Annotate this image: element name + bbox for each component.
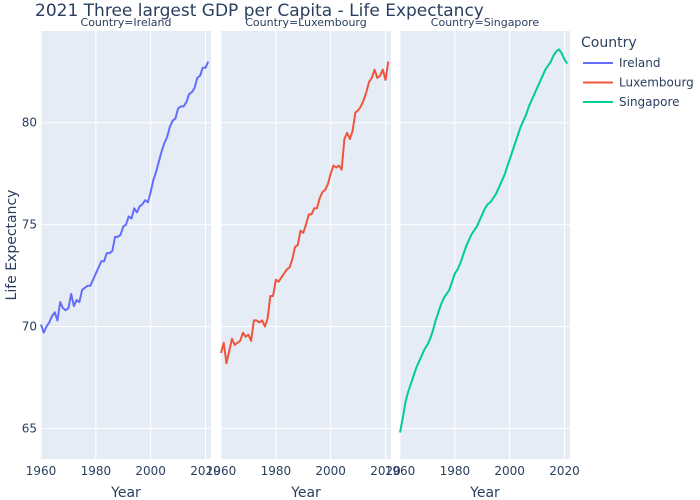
x-tick-label: 2000 (135, 464, 166, 478)
series-line-luxembourg (220, 61, 390, 365)
facet-panel-ireland: 65 70 75 80 1960 1980 2000 2020 Country=Ireland Y… (22, 16, 221, 500)
x-tick-label: 2020 (549, 464, 580, 478)
chart-title: 2021 Three largest GDP per Capita - Life… (35, 1, 484, 21)
y-tick-label: 65 (22, 421, 37, 435)
x-axis-title: Year (290, 485, 321, 500)
y-tick-label: 80 (22, 116, 37, 130)
x-tick-label: 2000 (315, 464, 346, 478)
x-tick-label: 1980 (261, 464, 292, 478)
y-axis-title: Life Expectancy (4, 190, 20, 301)
y-tick-label: 75 (22, 218, 37, 232)
x-axis-title: Year (469, 485, 500, 500)
series-line-singapore (399, 48, 569, 433)
y-tick-label: 70 (22, 320, 37, 334)
x-axis-title: Year (110, 485, 141, 500)
legend: Country Ireland Luxembourg Singapore (581, 35, 694, 109)
x-tick-label: 2020 (370, 464, 401, 478)
facet-title: Country=Ireland (81, 16, 172, 29)
x-tick-label: 2000 (494, 464, 525, 478)
legend-item-singapore: Singapore (619, 95, 680, 109)
legend-item-luxembourg: Luxembourg (619, 76, 694, 90)
facet-panel-luxembourg: 1960 1980 2000 2020 Country=Luxembourg Year (206, 16, 401, 500)
x-tick-label: 1980 (81, 464, 112, 478)
legend-item-ireland: Ireland (619, 56, 661, 70)
plot-area (41, 31, 211, 459)
facet-title: Country=Singapore (431, 16, 540, 29)
facet-title: Country=Luxembourg (245, 16, 366, 29)
x-tick-label: 1960 (26, 464, 57, 478)
x-tick-label: 1980 (440, 464, 471, 478)
series-line-ireland (40, 61, 210, 334)
x-tick-label: 2020 (190, 464, 221, 478)
x-tick-label: 1960 (206, 464, 237, 478)
x-tick-label: 1960 (385, 464, 416, 478)
legend-title: Country (581, 35, 637, 51)
facet-panel-singapore: 1960 1980 2000 2020 Country=Singapore Year (385, 16, 580, 500)
plot-area (400, 31, 570, 459)
